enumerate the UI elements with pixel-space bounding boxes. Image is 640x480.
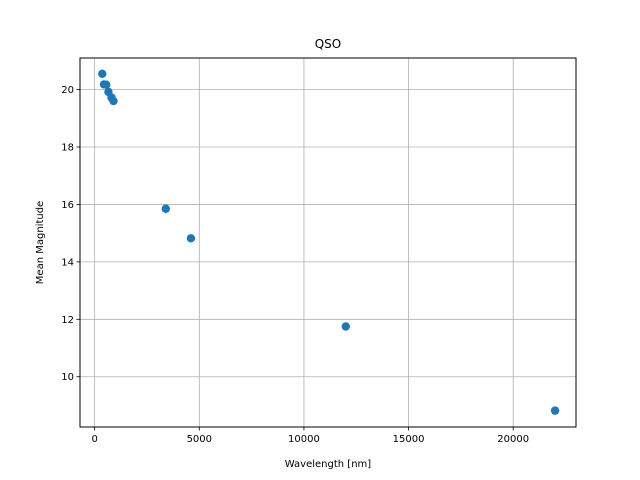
data-point — [109, 96, 118, 106]
chart-title: QSO — [315, 37, 342, 51]
y-axis-ticks: 10 12 14 16 18 20 — [61, 85, 80, 383]
x-tick-label: 15000 — [393, 434, 425, 445]
x-tick-label: 0 — [91, 434, 97, 445]
y-axis-label: Mean Magnitude — [35, 201, 46, 284]
data-points — [98, 69, 560, 415]
plot-frame — [79, 57, 577, 428]
x-tick-label: 5000 — [187, 434, 212, 445]
x-tick-label: 10000 — [288, 434, 320, 445]
data-point — [550, 406, 560, 415]
y-tick-label: 16 — [61, 200, 74, 211]
data-point — [186, 234, 196, 243]
y-tick-label: 12 — [61, 315, 74, 326]
x-tick-label: 20000 — [497, 434, 529, 445]
grid-lines — [80, 58, 576, 427]
data-point — [98, 69, 107, 78]
x-axis-ticks: 0 5000 10000 15000 20000 — [91, 427, 529, 445]
y-tick-label: 14 — [61, 257, 74, 268]
y-tick-label: 10 — [61, 372, 74, 383]
y-tick-label: 18 — [61, 143, 74, 154]
data-point — [161, 204, 171, 213]
x-axis-label: Wavelength [nm] — [285, 459, 371, 470]
data-point — [101, 80, 111, 89]
y-tick-label: 20 — [61, 85, 74, 96]
data-point — [341, 322, 350, 331]
